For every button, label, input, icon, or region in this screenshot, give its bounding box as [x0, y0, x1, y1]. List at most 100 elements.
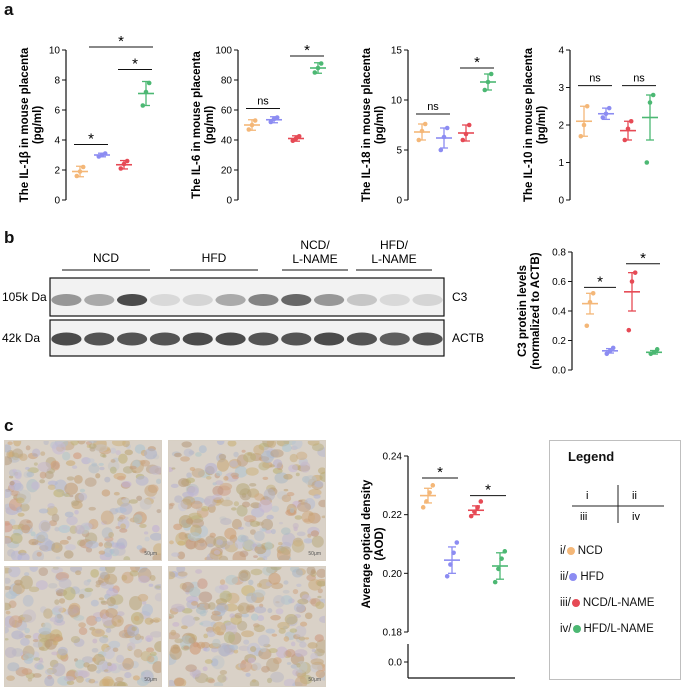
tissue-cell — [105, 628, 112, 633]
tissue-cell — [285, 648, 296, 658]
tissue-cell — [280, 527, 291, 535]
tissue-cell — [121, 498, 130, 504]
tissue-cell — [262, 556, 268, 561]
y-axis-label: (AOD) — [374, 527, 386, 560]
tissue-cell — [88, 506, 96, 511]
panel-label-a: a — [4, 0, 14, 19]
tissue-cell — [246, 592, 257, 604]
tissue-cell — [98, 597, 105, 601]
tissue-cell — [2, 444, 12, 453]
tissue-cell — [171, 467, 176, 470]
blot-size-label: 105k Da — [2, 290, 47, 304]
quadrant-label-i: i — [586, 490, 588, 502]
tissue-cell — [264, 529, 272, 534]
blot-group-label: L-NAME — [292, 252, 337, 266]
tissue-cell — [261, 528, 267, 532]
data-point — [488, 71, 494, 77]
tissue-cell — [129, 570, 139, 577]
tissue-cell — [193, 539, 208, 551]
tissue-cell — [8, 615, 23, 628]
tissue-cell — [243, 639, 250, 645]
tissue-cell — [135, 475, 149, 486]
y-axis-label: The IL-18 in mouse placenta — [361, 47, 373, 202]
tissue-cell — [133, 615, 140, 622]
tissue-cell — [36, 551, 42, 557]
tissue-cell — [185, 664, 197, 672]
legend-item-hfd: ii/HFD — [560, 571, 604, 583]
tissue-cell — [115, 507, 127, 513]
y-tick-label: 0.4 — [552, 307, 566, 318]
tissue-cell — [300, 621, 308, 627]
tissue-cell — [171, 603, 185, 613]
y-tick-label: 0 — [558, 196, 564, 207]
tissue-cell — [120, 523, 126, 530]
data-point — [463, 131, 469, 137]
tissue-cell — [268, 572, 281, 585]
data-point — [482, 87, 488, 93]
tissue-cell — [53, 489, 65, 498]
tissue-cell — [144, 617, 154, 625]
y-axis-label: (pg/ml) — [32, 106, 44, 144]
tissue-cell — [252, 662, 262, 671]
blot-band — [379, 332, 410, 346]
data-point — [590, 291, 596, 296]
tissue-cell — [144, 536, 150, 542]
legend-item-ncd-lname: iii/NCD/L-NAME — [560, 597, 655, 609]
tissue-cell — [173, 677, 185, 687]
data-point — [424, 499, 429, 504]
tissue-cell — [78, 622, 86, 628]
tissue-cell — [47, 484, 56, 490]
tissue-cell — [124, 449, 133, 456]
y-tick-label: 8 — [54, 76, 60, 87]
y-tick-label: 60 — [221, 106, 233, 117]
tissue-cell — [88, 443, 97, 449]
tissue-cell — [143, 531, 149, 535]
tissue-cell — [241, 613, 250, 618]
tissue-cell — [78, 492, 88, 501]
blot-band — [412, 294, 443, 306]
tissue-cell — [189, 642, 202, 655]
tissue-cell — [170, 483, 179, 488]
tissue-cell — [289, 453, 298, 463]
y-tick-label: 0.20 — [383, 569, 403, 580]
tissue-cell — [237, 602, 251, 615]
y-axis-label: (pg/ml) — [536, 106, 548, 144]
blot-band — [116, 332, 148, 346]
tissue-cell — [170, 644, 181, 654]
tissue-cell — [202, 666, 208, 672]
significance-label: * — [304, 42, 310, 59]
y-axis-label: (pg/ml) — [374, 106, 386, 144]
data-point — [252, 118, 258, 123]
data-point — [468, 513, 474, 519]
tissue-cell — [99, 636, 109, 644]
tissue-cell — [202, 647, 208, 652]
blot-band — [182, 294, 213, 306]
y-tick-label: 0.6 — [552, 277, 566, 288]
tissue-cell — [180, 456, 190, 462]
data-point — [318, 61, 324, 66]
tissue-cell — [210, 647, 219, 653]
tissue-cell — [185, 518, 194, 525]
tissue-cell — [112, 647, 119, 653]
tissue-cell — [35, 580, 48, 590]
y-tick-label: 0.0 — [552, 366, 566, 377]
tissue-cell — [292, 537, 304, 547]
tissue-cell — [249, 529, 256, 535]
tissue-cell — [243, 452, 257, 463]
data-point — [644, 160, 650, 165]
blot-band — [116, 294, 148, 306]
tissue-cell — [116, 475, 126, 481]
tissue-cell — [317, 595, 322, 599]
blot-band — [215, 332, 246, 346]
tissue-cell — [62, 451, 71, 461]
data-point — [124, 158, 130, 164]
tissue-cell — [10, 553, 17, 559]
tissue-cell — [63, 550, 74, 559]
data-point — [444, 573, 450, 579]
tissue-cell — [22, 653, 35, 661]
tissue-cell — [313, 494, 321, 499]
tissue-cell — [314, 634, 324, 642]
tissue-cell — [224, 527, 237, 540]
legend-box: Legend i ii iii iv i/NCD ii/HFD iii/NCD/… — [549, 440, 681, 680]
tissue-cell — [84, 477, 97, 487]
